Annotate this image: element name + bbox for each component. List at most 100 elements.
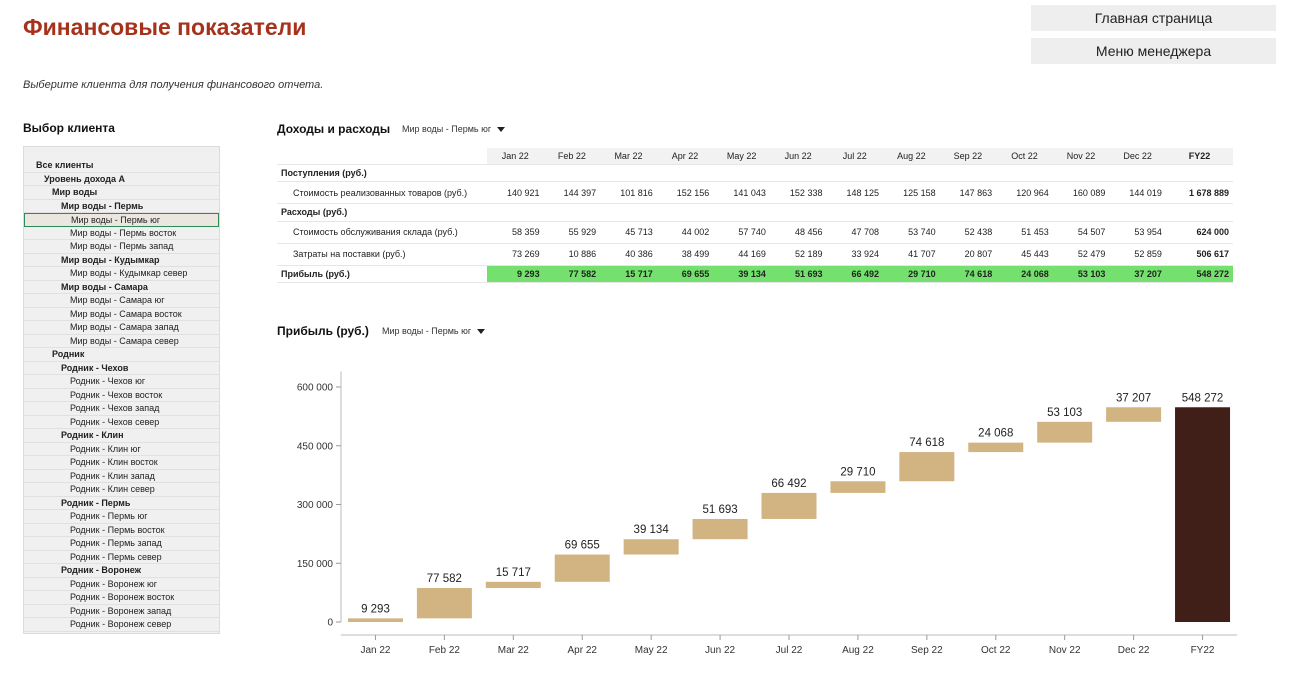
data-label: 9 293 <box>361 603 390 615</box>
x-tick-label: Sep 22 <box>911 645 943 656</box>
table-cell <box>883 203 940 222</box>
table-header-cell: Oct 22 <box>996 148 1053 165</box>
tree-item[interactable]: Мир воды <box>24 186 219 200</box>
tree-item[interactable]: Мир воды - Пермь <box>24 200 219 213</box>
table-header-cell: Jul 22 <box>826 148 884 165</box>
table-cell: 38 499 <box>656 243 714 266</box>
x-tick-label: Apr 22 <box>567 645 597 656</box>
table-cell: 33 924 <box>826 243 884 266</box>
tree-item[interactable]: Мир воды - Самара север <box>24 335 219 348</box>
tree-item[interactable]: Родник - Чехов восток <box>24 389 219 402</box>
tree-item[interactable]: Мир воды - Кудымкар север <box>24 267 219 281</box>
data-label: 15 717 <box>496 567 531 579</box>
table-cell: 53 103 <box>1052 265 1110 283</box>
table-cell <box>487 203 544 222</box>
profit-chart-title: Прибыль (руб.) <box>277 324 369 338</box>
tree-item-selected[interactable]: Мир воды - Пермь юг <box>24 213 219 227</box>
tree-item[interactable]: Родник - Пермь <box>24 497 219 510</box>
table-header-cell: Feb 22 <box>543 148 601 165</box>
y-tick-label: 150 000 <box>297 559 334 570</box>
tree-item[interactable]: Мир воды - Пермь восток <box>24 227 219 240</box>
x-tick-label: Oct 22 <box>981 645 1011 656</box>
table-cell: 73 269 <box>487 243 544 266</box>
table-cell: 9 293 <box>487 265 544 283</box>
client-tree[interactable]: Все клиенты Уровень дохода А Мир воды Мир в… <box>23 146 220 634</box>
table-cell: 624 000 <box>1165 221 1233 244</box>
table-cell <box>1109 164 1166 182</box>
tree-item[interactable]: Родник - Чехов север <box>24 416 219 429</box>
data-label: 69 655 <box>565 540 600 552</box>
table-corner <box>277 148 487 165</box>
tree-item[interactable]: Родник - Воронеж восток <box>24 591 219 605</box>
tree-item[interactable]: Родник - Клин запад <box>24 470 219 483</box>
table-cell: 144 397 <box>543 181 601 204</box>
tree-item[interactable]: Родник - Воронеж юг <box>24 578 219 591</box>
tree-item[interactable]: Родник - Чехов запад <box>24 402 219 416</box>
x-tick-label: Dec 22 <box>1118 645 1150 656</box>
table-cell <box>1052 203 1110 222</box>
increase-bar <box>692 518 748 540</box>
table-header-cell: Jun 22 <box>769 148 827 165</box>
table-cell: 47 708 <box>826 221 884 244</box>
manager-menu-button[interactable]: Меню менеджера <box>1031 38 1276 64</box>
table-cell: 29 710 <box>883 265 940 283</box>
tree-item[interactable]: Родник - Воронеж запад <box>24 605 219 618</box>
tree-item[interactable]: Родник - Воронеж север <box>24 618 219 632</box>
tree-item[interactable]: Родник - Клин север <box>24 483 219 497</box>
table-cell: 66 492 <box>826 265 884 283</box>
tree-item[interactable]: Родник - Клин <box>24 429 219 443</box>
tree-item[interactable]: Уровень дохода А <box>24 173 219 186</box>
income-expense-table: Jan 22 Feb 22 Mar 22 Apr 22 May 22 Jun 22 Jul … <box>277 148 1233 283</box>
tree-item[interactable]: Родник - Воронеж <box>24 564 219 578</box>
table-cell <box>769 164 827 182</box>
tree-item[interactable]: Все клиенты <box>24 159 219 173</box>
x-tick-label: Aug 22 <box>842 645 874 656</box>
total-bar <box>1175 407 1231 622</box>
table-header-cell: May 22 <box>713 148 770 165</box>
table-cell: 37 207 <box>1109 265 1166 283</box>
tree-item[interactable]: Мир воды - Самара юг <box>24 294 219 308</box>
table-cell <box>769 203 827 222</box>
home-page-button[interactable]: Главная страница <box>1031 5 1276 31</box>
table-cell <box>939 203 997 222</box>
tree-item[interactable]: Родник - Пермь восток <box>24 524 219 537</box>
tree-item[interactable]: Родник - Чехов <box>24 362 219 375</box>
table-cell: 148 125 <box>826 181 884 204</box>
tree-item[interactable]: Мир воды - Кудымкар <box>24 254 219 267</box>
tree-item[interactable]: Мир воды - Самара восток <box>24 308 219 321</box>
data-label: 37 207 <box>1116 392 1151 404</box>
tree-item[interactable]: Родник - Пермь юг <box>24 510 219 524</box>
increase-bar <box>347 618 403 622</box>
tree-item[interactable]: Родник - Пермь север <box>24 551 219 564</box>
increase-bar <box>899 452 955 482</box>
tree-item[interactable]: Мир воды - Пермь запад <box>24 240 219 254</box>
tree-item[interactable]: Мир воды - Самара запад <box>24 321 219 335</box>
income-client-dropdown[interactable]: Мир воды - Пермь юг <box>402 124 506 134</box>
tree-item[interactable]: Мир воды - Самара <box>24 281 219 294</box>
table-cell: 45 443 <box>996 243 1053 266</box>
profit-client-dropdown[interactable]: Мир воды - Пермь юг <box>382 326 486 336</box>
table-cell: 51 693 <box>769 265 827 283</box>
tree-item[interactable]: Родник - Клин восток <box>24 456 219 470</box>
table-cell <box>656 164 714 182</box>
tree-item[interactable]: Родник <box>24 348 219 362</box>
table-header-cell: Aug 22 <box>883 148 940 165</box>
tree-spacer <box>24 147 219 159</box>
tree-item[interactable]: Родник - Клин юг <box>24 443 219 456</box>
table-cell <box>600 164 657 182</box>
table-cell: 51 453 <box>996 221 1053 244</box>
x-tick-label: Nov 22 <box>1049 645 1081 656</box>
table-cell <box>1165 164 1233 182</box>
table-cell: 548 272 <box>1165 265 1233 283</box>
increase-bar <box>554 554 610 582</box>
table-cell: 57 740 <box>713 221 770 244</box>
table-header-cell: Dec 22 <box>1109 148 1166 165</box>
page-title: Финансовые показатели <box>23 14 307 40</box>
tree-item[interactable]: Родник - Пермь запад <box>24 537 219 551</box>
table-row: Прибыль (руб.) 9 293 77 582 15 717 69 655 39 … <box>277 265 1233 283</box>
tree-item[interactable]: Родник - Чехов юг <box>24 375 219 389</box>
table-cell <box>487 164 544 182</box>
table-cell: 24 068 <box>996 265 1053 283</box>
increase-bar <box>968 442 1024 453</box>
y-tick-label: 0 <box>327 618 333 629</box>
